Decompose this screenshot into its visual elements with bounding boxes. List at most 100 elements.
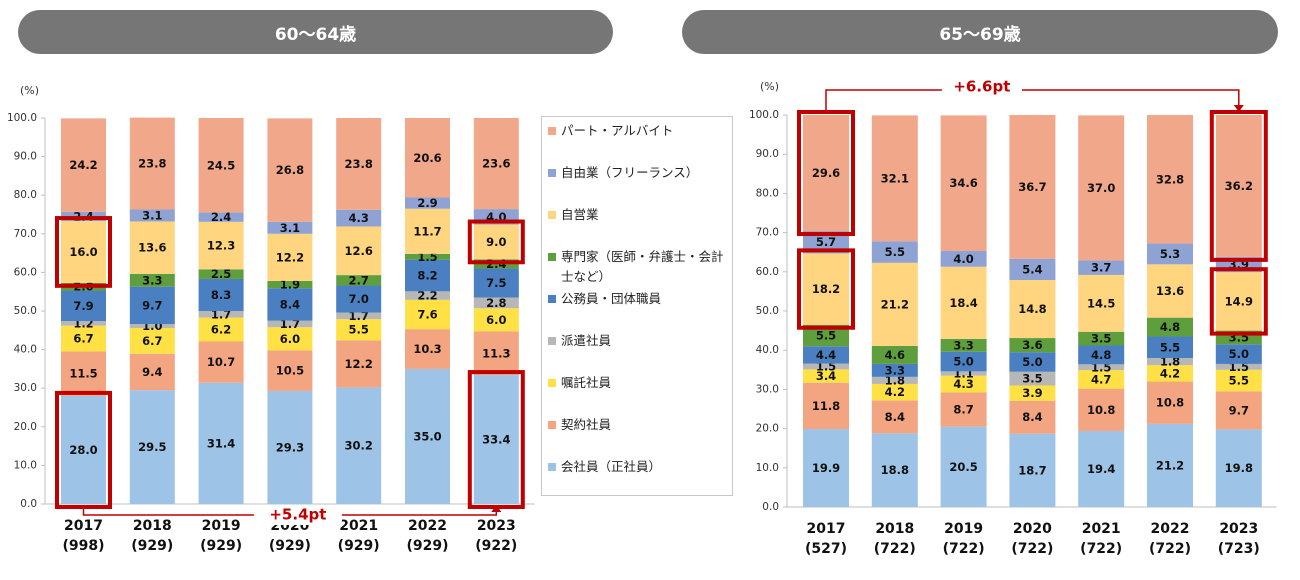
bar-segment xyxy=(1078,370,1125,389)
sample-size-label: (723) xyxy=(1218,541,1260,557)
data-label: 26.8 xyxy=(276,163,304,177)
y-tick-label: 30.0 xyxy=(14,382,37,394)
data-label: 34.6 xyxy=(949,176,977,190)
data-label: 2.5 xyxy=(211,267,231,281)
sample-size-label: (929) xyxy=(269,538,311,554)
sample-size-label: (722) xyxy=(874,541,916,557)
bar-segment xyxy=(198,341,244,383)
data-label: 10.7 xyxy=(207,355,235,369)
bar-segment xyxy=(198,317,244,342)
data-label: 6.0 xyxy=(280,332,300,346)
data-label: 23.6 xyxy=(482,157,510,171)
bar-segment xyxy=(336,340,382,388)
data-label: 2.8 xyxy=(486,296,506,310)
bar-segment xyxy=(129,353,175,391)
bar-segment xyxy=(1078,331,1125,346)
bar-segment xyxy=(336,319,382,341)
annotation-background xyxy=(253,505,342,525)
data-label: 19.4 xyxy=(1087,462,1115,476)
bar-segment xyxy=(336,275,382,286)
bar-segment xyxy=(1009,371,1056,386)
bar-segment xyxy=(803,382,849,429)
bar-segment xyxy=(1009,258,1056,281)
data-label: 18.8 xyxy=(881,463,909,477)
data-label: 8.2 xyxy=(417,268,437,282)
arrow-head xyxy=(491,505,502,512)
x-tick-label: 2017 xyxy=(64,518,103,534)
data-label: 10.3 xyxy=(413,342,441,356)
legend-swatch xyxy=(548,379,556,387)
bar-segment xyxy=(405,253,450,260)
data-label: 11.3 xyxy=(482,346,510,360)
y-tick-label: 10.0 xyxy=(14,459,37,471)
bar-segment xyxy=(129,209,175,222)
bar-segment xyxy=(267,221,313,234)
legend-label: 会社員（正社員） xyxy=(561,459,662,474)
data-label: 9.7 xyxy=(1229,403,1249,417)
bar-segment xyxy=(940,351,987,372)
x-tick-label: 2017 xyxy=(807,521,846,537)
data-label: 2.2 xyxy=(417,289,437,303)
bar-segment xyxy=(405,329,450,369)
data-label: 5.5 xyxy=(816,329,836,343)
bar-segment xyxy=(1215,115,1262,257)
bar-segment xyxy=(1078,345,1125,365)
sample-size-label: (722) xyxy=(943,541,985,557)
bar-segment xyxy=(1009,352,1056,372)
bar-segment xyxy=(1215,363,1262,370)
data-label: 13.6 xyxy=(138,241,166,255)
bar-segment xyxy=(198,118,244,213)
data-label: 20.5 xyxy=(949,460,977,474)
y-tick-label: 40.0 xyxy=(756,344,779,356)
bar-segment xyxy=(940,375,987,393)
data-label: 18.2 xyxy=(812,282,840,296)
bar-segment xyxy=(1078,388,1125,431)
data-label: 4.3 xyxy=(953,377,973,391)
sample-size-label: (929) xyxy=(406,538,448,554)
data-label: 29.5 xyxy=(138,440,166,454)
data-label: 20.6 xyxy=(413,151,441,165)
bar-segment xyxy=(473,297,519,309)
data-label: 8.3 xyxy=(211,288,231,302)
bar-segment xyxy=(803,369,849,383)
data-label: 35.0 xyxy=(413,429,441,443)
bar-segment xyxy=(129,324,175,328)
bar-segment xyxy=(473,268,519,298)
data-label: 11.7 xyxy=(413,224,441,238)
bar-segment xyxy=(1078,260,1125,275)
x-tick-label: 2020 xyxy=(1013,521,1052,537)
bar-segment xyxy=(803,231,849,254)
bar-segment xyxy=(1215,272,1262,331)
bar-segment xyxy=(1215,391,1262,430)
data-label: 1.8 xyxy=(885,373,905,387)
data-label: 9.7 xyxy=(142,298,162,312)
legend-label: 自営業 xyxy=(561,207,599,222)
bar-segment xyxy=(61,118,106,212)
bar-segment xyxy=(129,390,175,504)
bar-segment xyxy=(267,118,313,222)
legend-swatch xyxy=(548,295,556,303)
bar-segment xyxy=(336,118,382,210)
data-label: 29.6 xyxy=(812,166,840,180)
legend-item-freelance: 自由業（フリーランス） xyxy=(548,163,731,183)
y-tick-label: 10.0 xyxy=(756,462,779,474)
bar-segment xyxy=(1147,336,1193,359)
data-label: 3.5 xyxy=(1091,332,1111,346)
legend-label: 嘱託社員 xyxy=(561,375,612,390)
bar-segment xyxy=(1215,369,1262,392)
bar-segment xyxy=(1215,429,1262,507)
data-label: 4.6 xyxy=(885,348,905,362)
data-label: 3.9 xyxy=(1022,386,1042,400)
sample-size-label: (527) xyxy=(805,541,847,557)
data-label: 29.3 xyxy=(276,440,304,454)
data-label: 18.4 xyxy=(949,296,977,310)
bar-segment xyxy=(405,368,450,504)
y-tick-label: 70.0 xyxy=(756,227,779,239)
data-label: 3.7 xyxy=(1091,261,1111,275)
bar-segment xyxy=(198,311,244,318)
bar-segment xyxy=(61,221,106,283)
data-label: 2.4 xyxy=(211,210,231,224)
data-label: 7.9 xyxy=(73,299,93,313)
data-label: 12.3 xyxy=(207,239,235,253)
data-label: 12.6 xyxy=(345,244,373,258)
